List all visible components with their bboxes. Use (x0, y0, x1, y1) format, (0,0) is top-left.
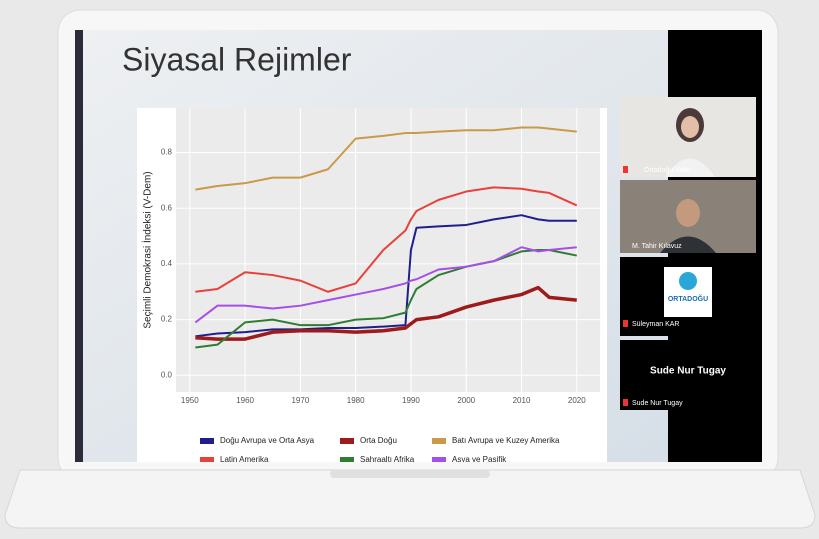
x-tick-label: 1950 (181, 396, 199, 405)
x-tick-label: 1990 (402, 396, 420, 405)
laptop-base (5, 470, 815, 528)
logo-mark (679, 272, 697, 290)
participant-name: Ortadoğu Vakfı (644, 167, 691, 174)
legend-swatch (432, 438, 446, 444)
y-axis-label: Seçimli Demokrasi İndeksi (V-Dem) (141, 171, 154, 328)
logo-text: ORTADOĞU (668, 294, 708, 303)
y-tick-label: 0.4 (161, 259, 173, 268)
legend-swatch (340, 438, 354, 444)
y-tick-label: 0.6 (161, 203, 173, 212)
participant-name: Süleyman KAR (632, 321, 679, 328)
x-tick-label: 2010 (513, 396, 531, 405)
legend-swatch (200, 438, 214, 444)
y-tick-label: 0.0 (161, 370, 173, 379)
legend-label: Batı Avrupa ve Kuzey Amerika (452, 436, 560, 445)
mic-icon (623, 320, 628, 327)
face (681, 116, 699, 138)
y-tick-label: 0.8 (161, 148, 173, 157)
face (676, 199, 700, 227)
x-tick-label: 1970 (291, 396, 309, 405)
x-tick-label: 1960 (236, 396, 254, 405)
x-tick-label: 1980 (347, 396, 365, 405)
legend-label: Orta Doğu (360, 436, 397, 445)
screenshot: Siyasal Rejimler Seçimli Demokrasi İndek… (0, 0, 819, 534)
mic-icon (623, 399, 628, 406)
legend-label: Doğu Avrupa ve Orta Asya (220, 436, 315, 445)
x-tick-label: 2020 (568, 396, 586, 405)
screen: Siyasal Rejimler Seçimli Demokrasi İndek… (75, 30, 762, 468)
display-name: Sude Nur Tugay (650, 366, 726, 377)
y-tick-label: 0.2 (161, 315, 173, 324)
slide-title: Siyasal Rejimler (122, 41, 352, 77)
x-tick-label: 2000 (457, 396, 475, 405)
participant-name: Sude Nur Tugay (632, 400, 683, 407)
slide-bar (75, 30, 83, 462)
participant-name: M. Tahir Kılavuz (632, 243, 682, 250)
hinge (330, 470, 490, 478)
mic-icon (623, 166, 628, 173)
